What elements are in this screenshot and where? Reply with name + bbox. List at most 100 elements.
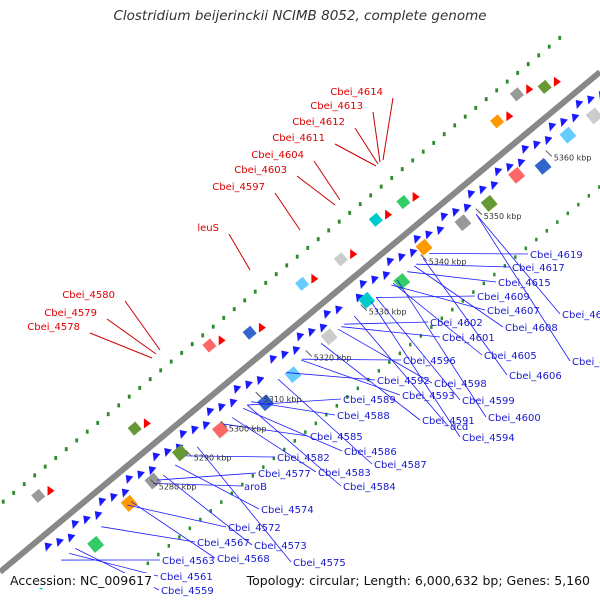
gene-arrow	[122, 489, 130, 498]
gene-arrow	[126, 475, 134, 484]
gene-arrow	[320, 324, 328, 333]
label-connector-lines	[61, 98, 570, 590]
gene-arrow	[281, 351, 289, 360]
tick-dot	[409, 343, 411, 347]
tick-dot	[65, 447, 68, 451]
gene-box	[202, 338, 216, 352]
gene-arrow	[230, 399, 238, 408]
tick-dot	[243, 298, 246, 302]
gene-arrow	[191, 426, 199, 435]
gene-arrow	[45, 542, 53, 551]
tick-dot	[275, 272, 278, 276]
gene-arrow	[587, 96, 595, 105]
gene-label-red: Cbei_4614	[330, 87, 383, 98]
tick-dot	[537, 53, 540, 57]
tick-dot	[178, 535, 180, 539]
gene-arrow	[72, 520, 80, 529]
gene-arrow	[297, 332, 305, 341]
gene-box	[358, 292, 375, 309]
label-connector	[314, 161, 340, 200]
gene-box	[285, 366, 302, 383]
topology-summary: Topology: circular; Length: 6,000,632 bp…	[245, 573, 592, 588]
gene-arrow	[506, 163, 514, 172]
gene-arrow	[387, 257, 395, 266]
gene-arrow	[491, 181, 499, 190]
gene-arrow	[180, 430, 188, 439]
tick-dot	[369, 193, 372, 197]
tick-dot	[380, 185, 383, 189]
tick-dot	[556, 220, 558, 224]
tick-dot	[546, 229, 548, 233]
tick-dot	[296, 255, 299, 259]
tick-dot	[222, 316, 225, 320]
tick-dot	[472, 290, 474, 294]
label-connector	[275, 193, 300, 230]
gene-box	[334, 252, 348, 266]
scale-tick	[546, 150, 552, 156]
gene-box	[586, 107, 600, 124]
tick-dot	[306, 246, 309, 250]
gene-arrow	[437, 226, 445, 235]
tick-dot	[157, 553, 159, 557]
gene-arrow-red	[506, 111, 513, 121]
label-connector	[107, 319, 156, 354]
gene-arrow-red	[144, 418, 151, 428]
gene-box	[172, 444, 189, 461]
gene-arrow	[245, 381, 253, 390]
tick-dot	[411, 158, 414, 162]
gene-arrow-red	[311, 274, 318, 284]
gene-label-blue: Cbei_4587	[374, 460, 427, 471]
label-connector	[407, 272, 496, 282]
gene-box	[121, 495, 138, 512]
gene-arrow	[545, 136, 553, 145]
tick-dot	[516, 71, 519, 75]
gene-label-blue: Cbei_4596	[403, 356, 456, 367]
gene-arrow	[270, 355, 278, 364]
gene-label-blue: Cbei_4593	[402, 391, 455, 402]
gene-arrow	[137, 471, 145, 480]
gene-arrow	[234, 385, 242, 394]
gene-label-blue: Cbei_4599	[462, 396, 515, 407]
tick-dot	[33, 473, 36, 477]
gene-label-blue: Cbei_4592	[377, 376, 430, 387]
gene-label-blue: Cbei_4617	[512, 263, 565, 274]
gene-box	[454, 214, 471, 231]
gene-arrow	[533, 141, 541, 150]
tick-dot	[170, 360, 173, 364]
gene-box	[243, 326, 257, 340]
tick-dot	[390, 176, 393, 180]
scale-label: 5300 kbp	[229, 424, 267, 433]
tick-dot	[128, 395, 131, 399]
gene-arrow	[293, 346, 301, 355]
gene-arrow	[414, 235, 422, 244]
gene-label-blue: Cbei_4567	[197, 538, 250, 549]
tick-dot	[212, 325, 215, 329]
tick-dot	[443, 132, 446, 136]
gene-box	[490, 114, 504, 128]
footer-bar: Accession: NC_009617 Topology: circular;…	[0, 573, 600, 593]
gene-box	[212, 421, 229, 438]
tick-dot	[96, 421, 99, 425]
tick-dot	[220, 500, 222, 504]
scale-label: 5350 kbp	[484, 212, 522, 221]
scale-label: 5360 kbp	[554, 153, 592, 162]
tick-dot	[432, 141, 435, 145]
gene-label-blue: Cbei_4616	[562, 310, 600, 321]
gene-arrow-red	[385, 210, 392, 220]
scale-label: 5320 kbp	[314, 353, 352, 362]
tick-dot	[588, 194, 590, 198]
gene-label-red: Cbei_4613	[310, 101, 363, 112]
gene-box	[321, 328, 338, 345]
tick-dot	[357, 387, 359, 391]
gene-label-blue: Cbei_4598	[434, 379, 487, 390]
gene-box	[508, 167, 525, 184]
tick-dot	[577, 203, 579, 207]
label-connector	[157, 473, 256, 480]
gene-label-blue: Cbei_4568	[217, 554, 270, 565]
tick-dot	[451, 308, 453, 312]
tick-dot	[189, 527, 191, 531]
gene-arrow	[383, 271, 391, 280]
scale-tick	[476, 209, 482, 215]
label-connector	[90, 333, 152, 358]
gene-arrow	[324, 310, 332, 319]
